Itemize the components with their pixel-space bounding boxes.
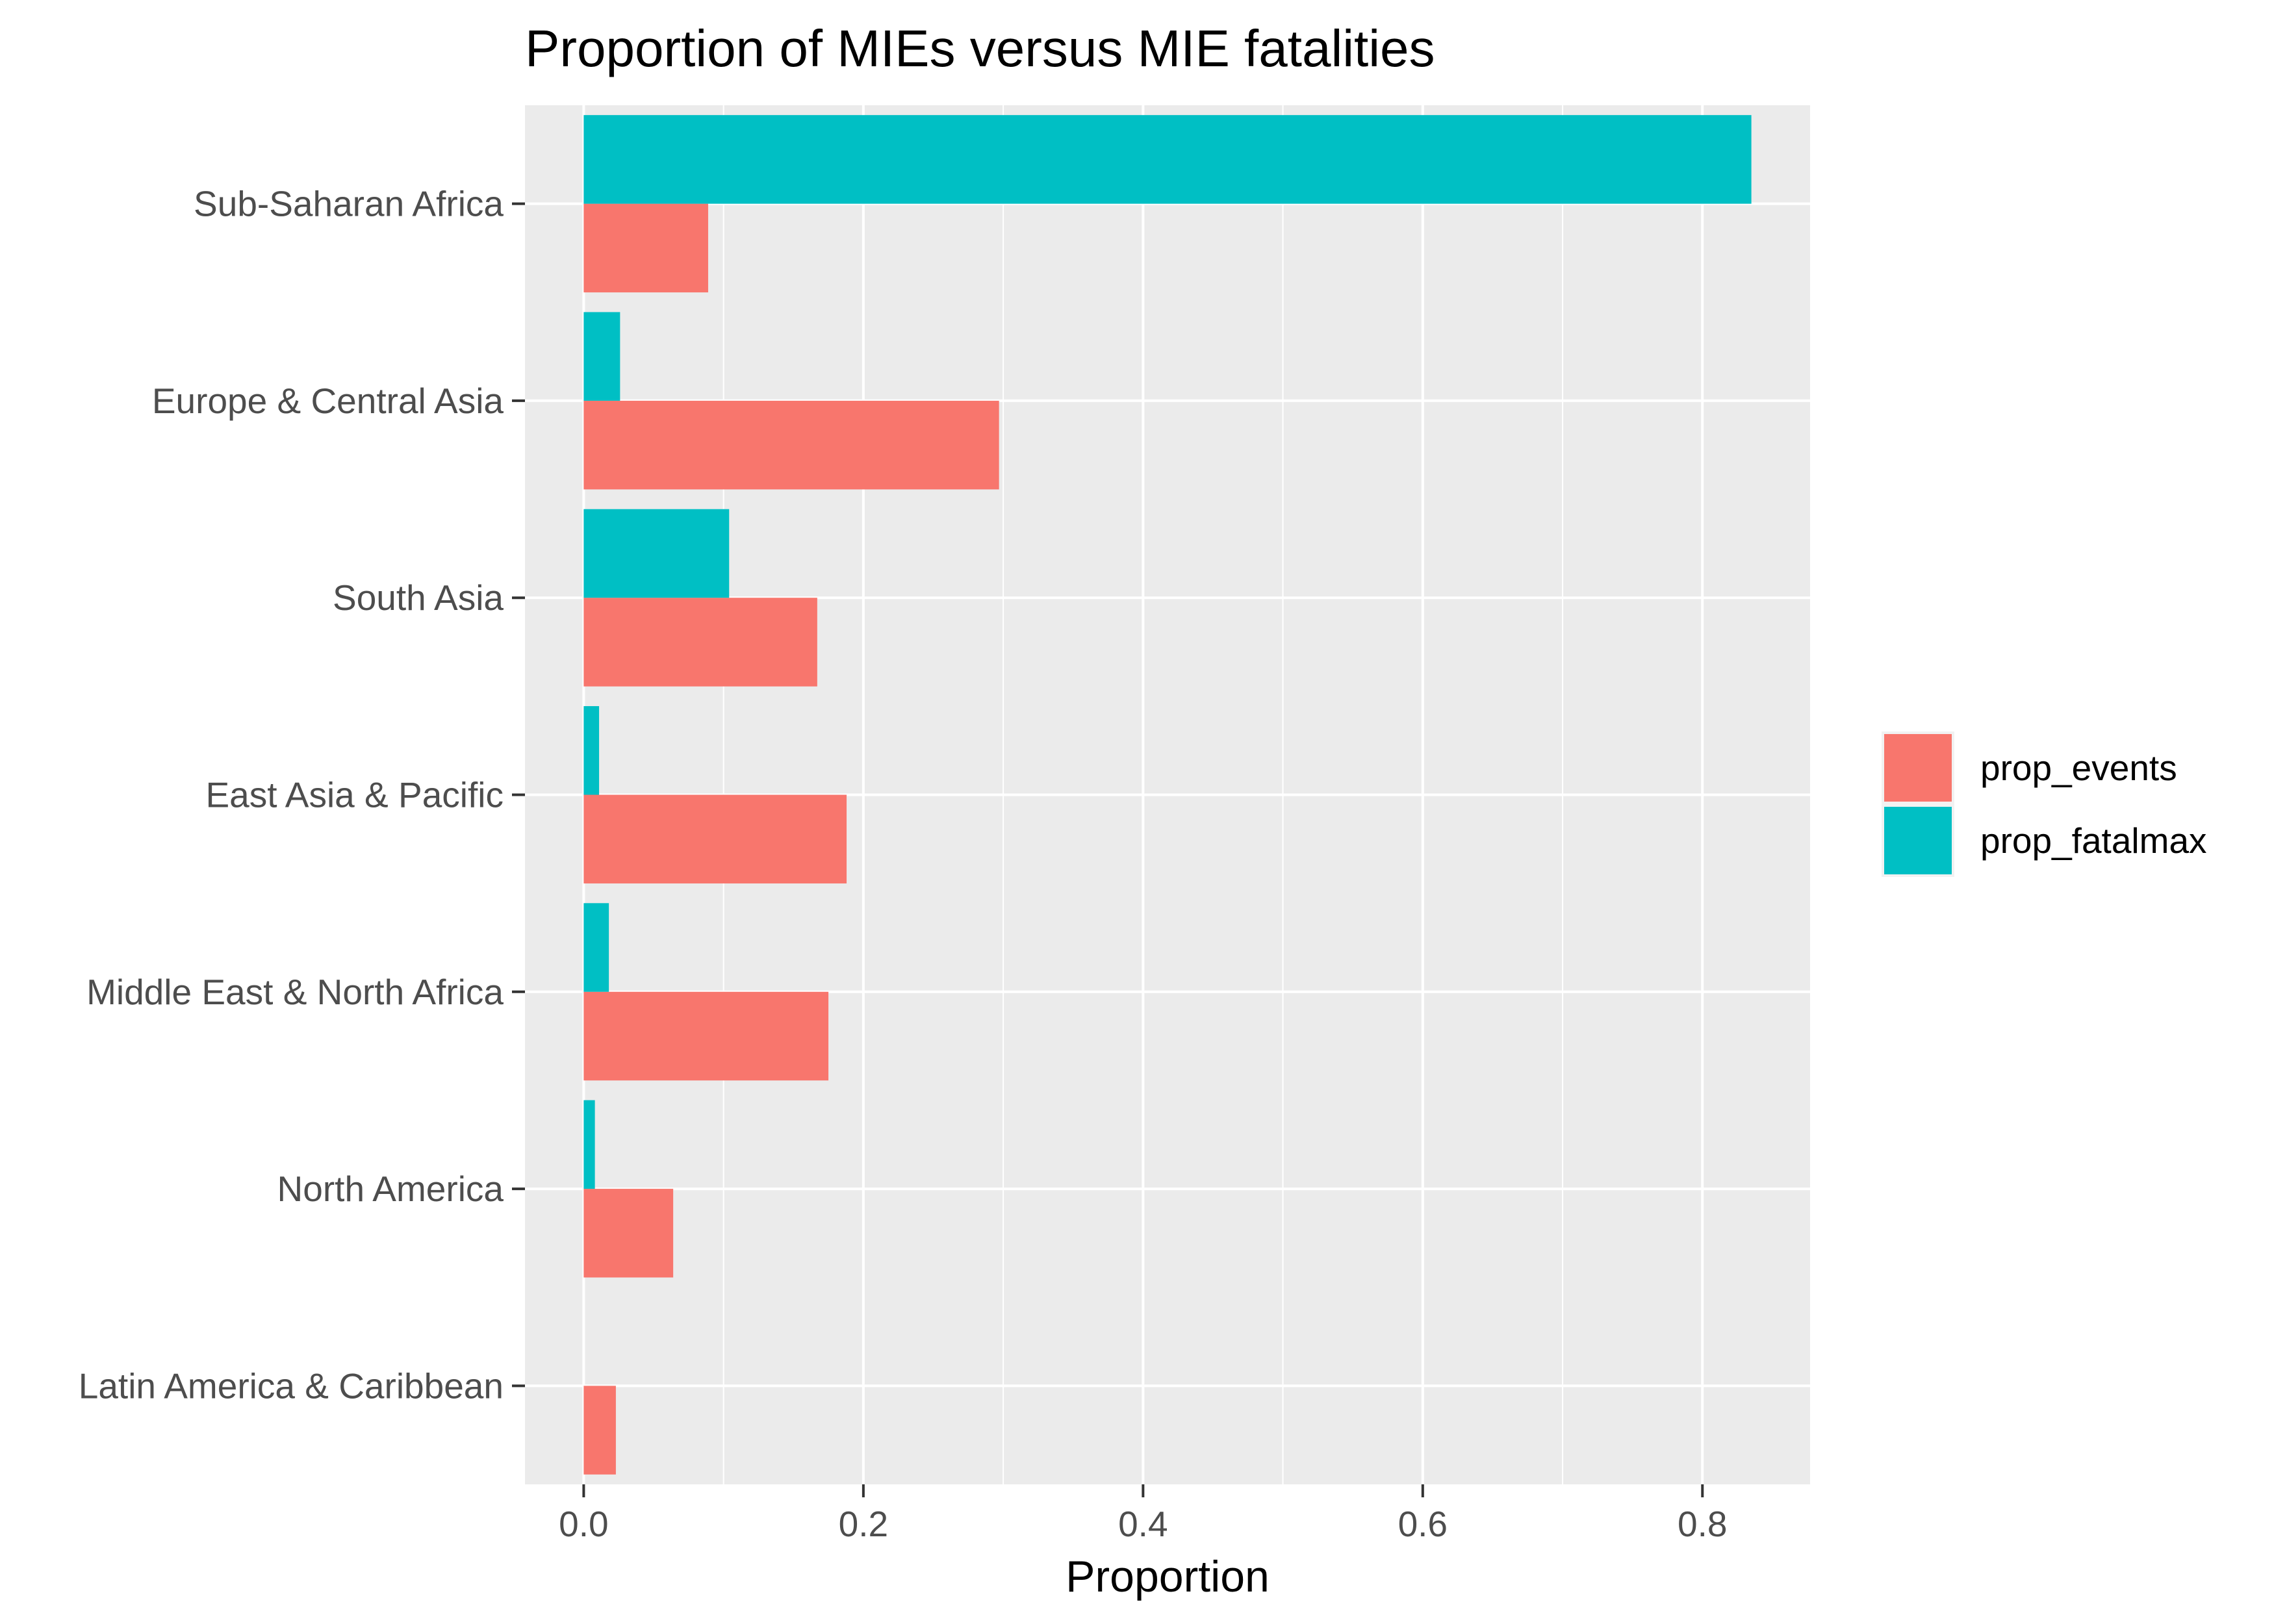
legend: prop_events prop_fatalmax xyxy=(1882,731,2207,877)
x-tick-label: 0.8 xyxy=(1678,1504,1727,1544)
bar-prop_events xyxy=(583,203,708,293)
y-tick-label: Middle East & North Africa xyxy=(86,972,504,1012)
y-axis: Sub-Saharan Africa Europe & Central Asia S… xyxy=(79,184,525,1406)
bar-prop_events xyxy=(583,1386,616,1475)
legend-label-prop_events: prop_events xyxy=(1980,748,2177,788)
bar-prop_events xyxy=(583,1189,674,1278)
x-axis-title: Proportion xyxy=(1066,1552,1270,1601)
y-tick-label: Europe & Central Asia xyxy=(152,381,504,421)
y-tick-label: Sub-Saharan Africa xyxy=(194,184,504,224)
y-tick-label: East Asia & Pacific xyxy=(205,775,504,815)
x-tick-label: 0.0 xyxy=(559,1504,608,1544)
bar-prop_events xyxy=(583,991,829,1081)
chart-title: Proportion of MIEs versus MIE fatalities xyxy=(525,19,1435,77)
bar-prop_events xyxy=(583,400,999,490)
bar-prop_fatalmax xyxy=(583,706,600,795)
bar-prop_fatalmax xyxy=(583,312,620,401)
x-axis: 0.0 0.2 0.4 0.6 0.8 xyxy=(559,1484,1728,1544)
bar-prop_events xyxy=(583,598,817,687)
bar-prop_fatalmax xyxy=(583,903,609,992)
y-tick-label: Latin America & Caribbean xyxy=(79,1365,504,1406)
bars xyxy=(583,115,1752,1475)
y-tick-label: North America xyxy=(277,1169,504,1209)
x-tick-label: 0.6 xyxy=(1398,1504,1448,1544)
bar-prop_fatalmax xyxy=(583,509,730,598)
x-tick-label: 0.4 xyxy=(1118,1504,1168,1544)
y-tick-label: South Asia xyxy=(333,577,504,618)
legend-swatch-prop_events xyxy=(1884,734,1952,802)
legend-swatch-prop_fatalmax xyxy=(1884,807,1952,874)
bar-prop_fatalmax xyxy=(583,115,1752,204)
x-tick-label: 0.2 xyxy=(839,1504,888,1544)
bar-prop_events xyxy=(583,794,847,883)
legend-label-prop_fatalmax: prop_fatalmax xyxy=(1980,820,2207,861)
bar-prop_fatalmax xyxy=(583,1100,595,1189)
